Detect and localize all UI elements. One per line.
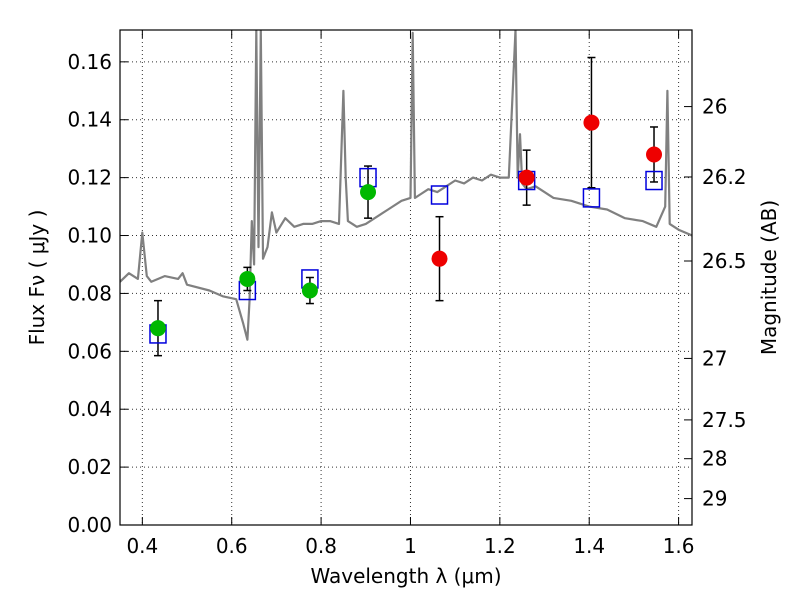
plot-area	[120, 30, 692, 357]
red-data-point	[646, 146, 663, 163]
y-tick-label: 0.12	[67, 166, 112, 190]
y-tick-label: 0.16	[67, 50, 112, 74]
model-square-point	[430, 185, 449, 205]
y2-tick-label: 28	[702, 447, 727, 471]
green-data-point	[149, 320, 166, 337]
x-axis-label: Wavelength λ (μm)	[310, 564, 501, 588]
red-data-point	[431, 250, 448, 267]
y-tick-label: 0.14	[67, 108, 112, 132]
model-square-point	[582, 188, 601, 208]
x-tick-label: 1.2	[484, 534, 516, 558]
green-data-point	[360, 184, 377, 201]
green-data-point	[301, 282, 318, 299]
y2-tick-label: 29	[702, 487, 727, 511]
y2-tick-label: 27	[702, 346, 727, 370]
y-tick-label: 0.00	[67, 513, 112, 537]
model-square-point	[645, 170, 663, 191]
y-tick-label: 0.02	[67, 455, 112, 479]
axes: 0.4 0.6 0.8 1 1.2 1.4 1.6 0.00 0.02 0.04 0.06 0.08 0…	[67, 29, 747, 558]
red-data-point	[583, 114, 600, 131]
y-axis-label-group: Flux Fν ( μJy )	[25, 210, 49, 346]
y2-axis-label: Magnitude (AB)	[757, 200, 781, 355]
x-tick-label: 1.4	[573, 534, 605, 558]
y-tick-label: 0.06	[67, 339, 112, 363]
y2-tick-label: 26.5	[702, 249, 747, 273]
x-tick-label: 0.8	[305, 534, 337, 558]
x-tick-label: 0.4	[126, 534, 158, 558]
y-tick-label: 0.10	[67, 224, 112, 248]
spectrum-line	[120, 30, 692, 341]
x-tick-label: 1.6	[663, 534, 695, 558]
plot-clip-group	[120, 30, 692, 357]
y2-tick-label: 27.5	[702, 408, 747, 432]
plot-frame	[119, 29, 693, 526]
y2-axis-label-group: Magnitude (AB)	[757, 200, 781, 355]
y-axis-label: Flux Fν ( μJy )	[25, 210, 49, 346]
green-data-point	[239, 270, 256, 287]
x-tick-label: 1	[404, 534, 417, 558]
red-data-point	[518, 169, 535, 186]
y2-tick-label: 26	[702, 95, 727, 119]
y-tick-label: 0.08	[67, 281, 112, 305]
x-tick-label: 0.6	[216, 534, 248, 558]
y2-tick-label: 26.2	[702, 165, 747, 189]
grid-lines	[120, 30, 692, 526]
y-tick-label: 0.04	[67, 397, 112, 421]
